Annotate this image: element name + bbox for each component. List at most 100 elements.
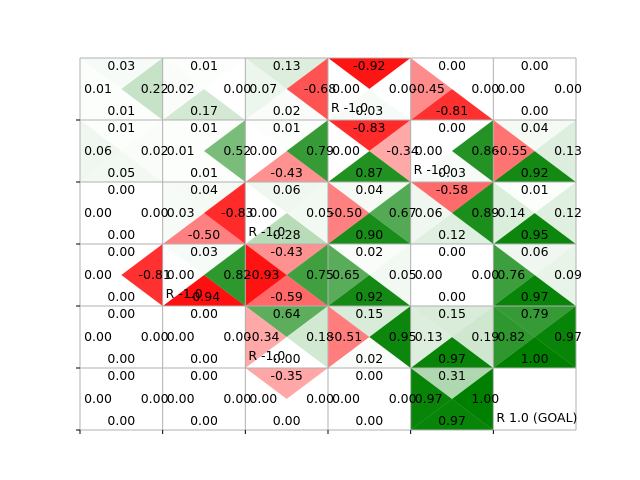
q-value-down-r5c2: 0.00: [273, 413, 301, 428]
q-value-up-r2c3: 0.04: [355, 182, 383, 197]
q-value-down-r4c1: 0.00: [190, 351, 218, 366]
q-value-up-r0c0: 0.03: [107, 58, 135, 73]
q-triangle-up-r3c2: [245, 244, 328, 275]
q-value-down-r1c4: 0.03: [438, 165, 466, 180]
q-triangle-left-r3c2: [245, 244, 287, 306]
q-value-right-r0c5: 0.00: [554, 81, 582, 96]
q-value-up-r0c3: -0.92: [353, 58, 385, 73]
q-triangle-up-r2c2: [245, 182, 328, 213]
q-value-left-r5c0: 0.00: [84, 391, 112, 406]
q-value-up-r4c5: 0.79: [521, 306, 549, 321]
q-value-down-r1c1: 0.01: [190, 165, 218, 180]
q-triangle-down-r5c1: [162, 399, 246, 430]
q-value-down-r4c5: 1.00: [521, 351, 549, 366]
q-triangle-left-r0c4: [410, 58, 452, 120]
q-value-right-r0c4: 0.00: [471, 81, 499, 96]
q-value-up-r2c5: 0.01: [521, 182, 549, 197]
q-value-left-r2c4: 0.06: [415, 205, 443, 220]
q-triangle-left-r4c4: [410, 306, 452, 368]
q-triangle-down-r2c5: [493, 213, 576, 244]
q-triangle-right-r2c1: [204, 182, 246, 244]
q-triangle-right-r2c4: [452, 182, 494, 244]
q-value-down-r0c0: 0.01: [107, 103, 135, 118]
q-value-right-r0c0: 0.22: [141, 81, 169, 96]
q-triangle-right-r1c5: [534, 120, 576, 182]
q-triangle-left-r4c1: [162, 306, 204, 368]
q-value-right-r0c1: 0.00: [223, 81, 251, 96]
q-triangle-left-r0c3: [328, 58, 370, 120]
q-value-down-r3c5: 0.97: [521, 289, 549, 304]
q-triangle-up-r0c0: [80, 58, 163, 89]
q-triangle-up-r4c5: [493, 306, 576, 337]
q-value-left-r5c4: 0.97: [415, 391, 443, 406]
q-triangle-down-r3c1: [162, 275, 246, 306]
q-value-up-r4c4: 0.15: [438, 306, 466, 321]
q-value-left-r4c0: 0.00: [84, 329, 112, 344]
q-triangle-right-r3c3: [369, 244, 411, 306]
q-triangle-down-r0c3: [328, 89, 411, 120]
q-value-left-r1c4: 0.00: [415, 143, 443, 158]
q-triangle-up-r4c0: [80, 306, 163, 337]
q-triangle-down-r2c3: [328, 213, 411, 244]
q-triangle-left-r5c3: [328, 368, 370, 430]
q-value-right-r3c2: 0.75: [306, 267, 334, 282]
q-triangle-down-r4c3: [328, 337, 411, 368]
q-value-down-r3c1: -0.94: [188, 289, 220, 304]
reward-label-r2c2: R -1.0: [248, 224, 285, 239]
q-value-left-r5c1: 0.00: [167, 391, 195, 406]
q-value-down-r2c0: 0.00: [107, 227, 135, 242]
q-value-down-r1c0: 0.05: [107, 165, 135, 180]
q-value-left-r1c2: 0.00: [249, 143, 277, 158]
q-value-right-r5c0: 0.00: [141, 391, 169, 406]
q-triangle-up-r2c0: [80, 182, 163, 213]
q-value-right-r2c3: 0.67: [389, 205, 417, 220]
q-triangle-left-r3c1: [162, 244, 204, 306]
q-value-up-r0c5: 0.00: [521, 58, 549, 73]
q-triangle-left-r3c0: [80, 244, 122, 306]
q-triangle-right-r2c2: [286, 182, 328, 244]
q-value-left-r1c5: -0.55: [495, 143, 527, 158]
q-value-up-r1c0: 0.01: [107, 120, 135, 135]
q-value-down-r5c3: 0.00: [355, 413, 383, 428]
q-triangle-right-r0c5: [534, 58, 576, 120]
q-value-left-r0c2: 0.07: [249, 81, 277, 96]
q-value-right-r3c4: 0.00: [471, 267, 499, 282]
q-triangle-right-r2c3: [369, 182, 411, 244]
q-triangle-left-r5c4: [410, 368, 452, 430]
q-triangle-left-r5c2: [245, 368, 287, 430]
q-value-down-r4c4: 0.97: [438, 351, 466, 366]
q-value-right-r4c0: 0.00: [141, 329, 169, 344]
q-value-up-r1c3: -0.83: [353, 120, 385, 135]
q-triangle-right-r3c1: [204, 244, 246, 306]
q-triangle-down-r2c0: [80, 213, 163, 244]
q-value-up-r3c0: 0.00: [107, 244, 135, 259]
q-value-right-r1c3: -0.34: [386, 143, 418, 158]
q-value-right-r2c5: 0.12: [554, 205, 582, 220]
q-triangle-left-r3c5: [493, 244, 535, 306]
q-value-right-r5c3: 0.00: [389, 391, 417, 406]
reward-label-r5c5: R 1.0 (GOAL): [496, 410, 577, 425]
q-triangle-down-r1c4: [410, 151, 494, 182]
q-triangle-right-r4c0: [121, 306, 163, 368]
q-triangle-right-r2c0: [121, 182, 163, 244]
q-value-left-r1c0: 0.06: [84, 143, 112, 158]
q-triangle-down-r0c0: [80, 89, 163, 120]
q-triangle-left-r5c1: [162, 368, 204, 430]
q-value-left-r1c3: 0.00: [332, 143, 360, 158]
q-value-down-r3c0: 0.00: [107, 289, 135, 304]
q-value-right-r0c3: 0.00: [389, 81, 417, 96]
q-value-down-r5c4: 0.97: [438, 413, 466, 428]
q-triangle-left-r4c3: [328, 306, 370, 368]
reward-label-r4c2: R -1.0: [248, 348, 285, 363]
q-triangle-up-r4c1: [162, 306, 246, 337]
q-triangle-down-r2c1: [162, 213, 246, 244]
q-value-right-r4c2: 0.18: [306, 329, 334, 344]
q-triangle-up-r5c3: [328, 368, 411, 399]
q-value-up-r0c4: 0.00: [438, 58, 466, 73]
q-triangle-down-r1c1: [162, 151, 246, 182]
q-triangle-down-r1c5: [493, 151, 576, 182]
q-value-down-r0c5: 0.00: [521, 103, 549, 118]
q-triangle-right-r1c1: [204, 120, 246, 182]
q-value-up-r1c4: 0.00: [438, 120, 466, 135]
q-triangle-up-r0c5: [493, 58, 576, 89]
